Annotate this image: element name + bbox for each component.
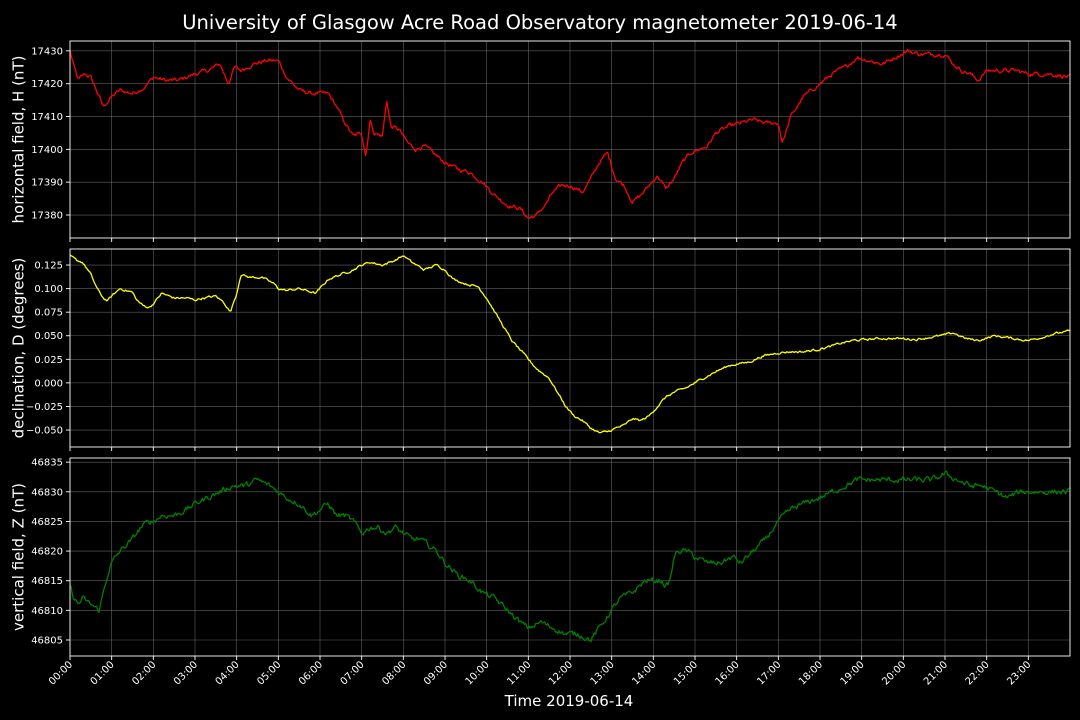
y-tick-layer: 17380 17390 17400 17410 17420 17430: [31, 46, 70, 222]
x-tick-label: 03:00: [172, 659, 200, 687]
y-tick-label: 46815: [31, 576, 63, 587]
y-tick-label: 0.125: [34, 261, 63, 272]
y-tick-label: 46820: [31, 547, 63, 558]
x-tick-label: 19:00: [839, 659, 867, 687]
y-tick-label: 0.000: [34, 378, 63, 389]
y-tick-label: −0.050: [26, 426, 63, 437]
panel-horizontal-field: 17380 17390 17400 17410 17420 17430 horizonta…: [10, 40, 1071, 242]
grid-layer: [69, 249, 1070, 447]
x-tick-label: 12:00: [547, 659, 575, 687]
series-line: [69, 48, 1071, 219]
x-tick-label: 23:00: [1005, 659, 1033, 687]
y-tick-label: 17420: [31, 79, 63, 90]
x-tick-label: 02:00: [130, 659, 158, 687]
x-tick-layer: [69, 447, 1029, 451]
chart-title: University of Glasgow Acre Road Observat…: [182, 11, 897, 34]
panel-declination: −0.050 −0.025 0.000 0.025 0.050 0.075 0.100 0.1…: [10, 248, 1071, 451]
series-layer: [69, 470, 1071, 643]
y-tick-label: 46835: [31, 458, 63, 469]
x-tick-label: 09:00: [422, 659, 450, 687]
series-layer: [69, 254, 1071, 434]
x-tick-label: 21:00: [922, 659, 950, 687]
x-tick-label: 18:00: [797, 659, 825, 687]
x-tick-label: 20:00: [880, 659, 908, 687]
y-tick-label: 0.100: [34, 284, 63, 295]
y-axis-label-horizontal-field: horizontal field, H (nT): [10, 56, 28, 224]
y-tick-label: −0.025: [26, 402, 63, 413]
x-tick-label: 10:00: [464, 659, 492, 687]
y-tick-label: 46830: [31, 487, 63, 498]
series-layer: [69, 48, 1071, 219]
y-tick-label: 17430: [31, 46, 63, 57]
y-tick-label: 0.075: [34, 308, 63, 319]
y-tick-label: 17400: [31, 145, 63, 156]
y-tick-label: 17390: [31, 178, 63, 189]
y-tick-label: 17410: [31, 112, 63, 123]
y-tick-label: 17380: [31, 211, 63, 222]
x-axis-label: Time 2019-06-14: [504, 692, 634, 710]
x-tick-label: 11:00: [505, 659, 533, 687]
x-tick-layer: 00:00 01:00 02:00 03:00 04:00 05:00 06:00 07:00…: [47, 656, 1033, 688]
x-tick-label: 14:00: [630, 659, 658, 687]
x-tick-label: 08:00: [380, 659, 408, 687]
x-tick-label: 17:00: [755, 659, 783, 687]
x-tick-label: 04:00: [214, 659, 242, 687]
y-tick-layer: −0.050 −0.025 0.000 0.025 0.050 0.075 0.100 0.1…: [26, 261, 70, 437]
x-tick-layer: [69, 238, 1029, 242]
y-tick-layer: 46805 46810 46815 46820 46825 46830 46835: [31, 458, 70, 646]
x-tick-label: 15:00: [672, 659, 700, 687]
x-tick-label: 16:00: [714, 659, 742, 687]
panel-vertical-field: 46805 46810 46815 46820 46825 46830 46835 00:0…: [10, 457, 1071, 688]
y-tick-label: 0.050: [34, 331, 63, 342]
x-tick-label: 06:00: [297, 659, 325, 687]
series-line: [69, 470, 1071, 643]
y-tick-label: 46805: [31, 635, 63, 646]
y-tick-label: 46825: [31, 517, 63, 528]
x-tick-label: 13:00: [589, 659, 617, 687]
x-tick-label: 07:00: [339, 659, 367, 687]
x-tick-label: 01:00: [89, 659, 117, 687]
series-line: [69, 254, 1071, 434]
y-axis-label-vertical-field: vertical field, Z (nT): [10, 483, 28, 631]
x-tick-label: 05:00: [255, 659, 283, 687]
grid-layer: [69, 458, 1070, 656]
y-tick-label: 46810: [31, 606, 63, 617]
grid-layer: [69, 41, 1070, 238]
y-tick-label: 0.025: [34, 355, 63, 366]
y-axis-label-declination: declination, D (degrees): [10, 258, 28, 439]
x-tick-label: 22:00: [964, 659, 992, 687]
x-tick-label: 00:00: [47, 659, 75, 687]
